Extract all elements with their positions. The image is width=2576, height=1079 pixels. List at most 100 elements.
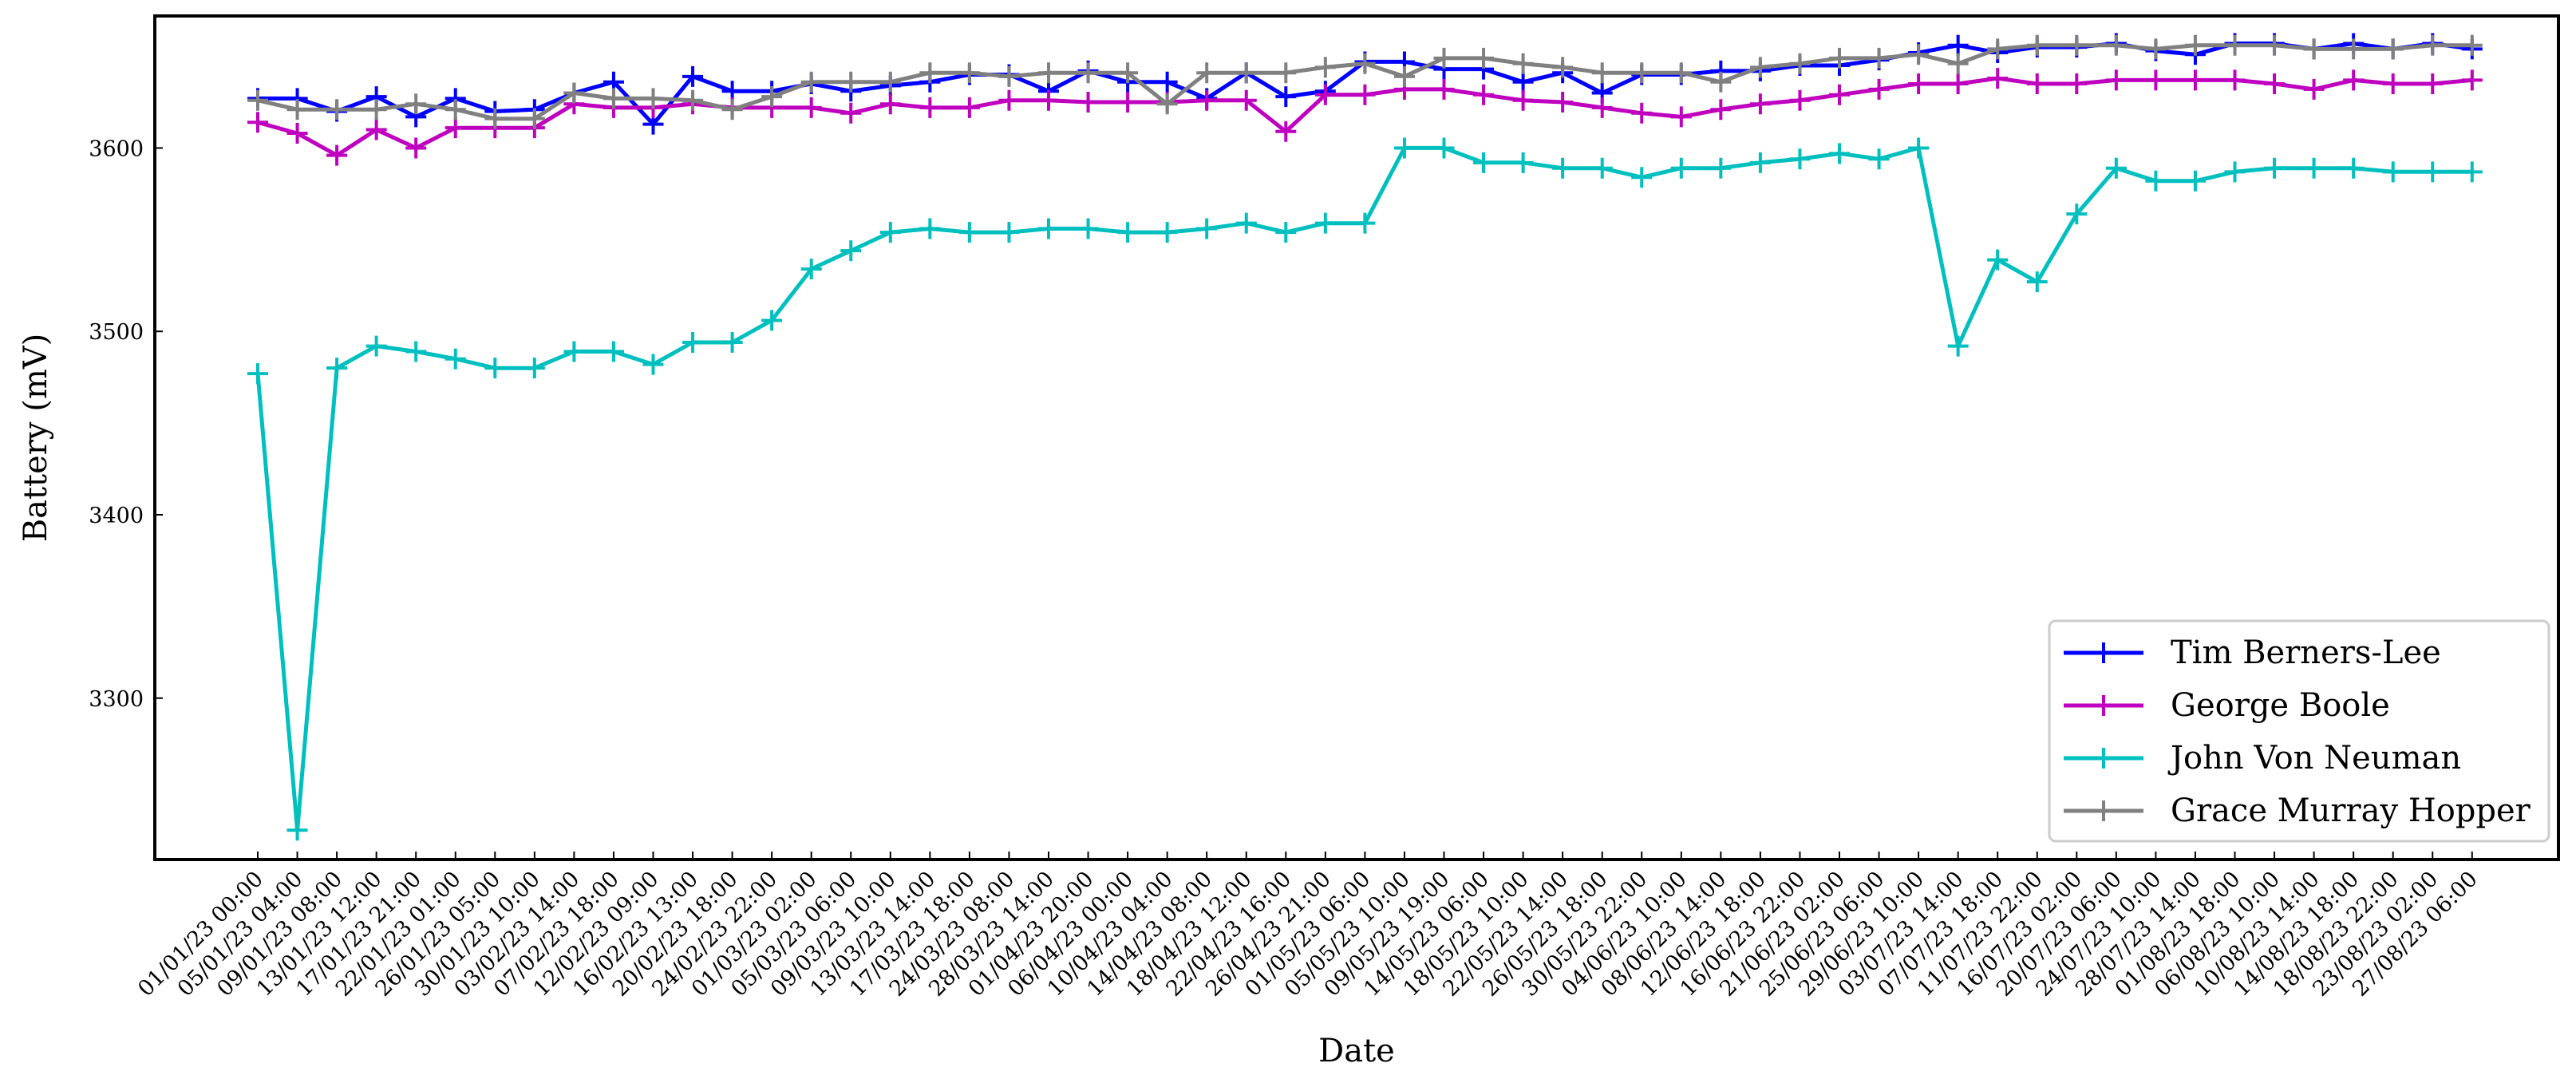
y-tick-label: 3400 [89,504,144,528]
data-point [563,82,585,104]
data-point [1354,212,1376,234]
data-point [286,820,308,841]
series-group [247,33,2483,841]
data-point [326,358,348,379]
data-point [1314,84,1336,105]
data-point [1710,99,1732,121]
data-point [1235,89,1257,111]
data-point [1868,78,1890,100]
data-point [1749,57,1771,78]
data-point [2224,161,2246,183]
data-point [1908,73,1930,95]
data-point [1038,62,1059,84]
data-point [840,102,862,124]
data-point [919,62,941,84]
data-point [1433,47,1455,69]
legend-marker [2093,800,2114,821]
data-point [1077,218,1099,239]
data-point [1710,157,1732,179]
y-axis-label: Battery (mV) [18,334,54,543]
y-tick-label: 3300 [89,687,144,712]
data-point [1077,91,1099,113]
data-point [2461,161,2483,183]
data-point [1631,102,1653,124]
data-point [405,93,427,115]
data-point [1117,62,1139,84]
data-point [1156,93,1178,115]
data-point [2264,73,2286,95]
data-point [2264,157,2286,179]
data-point [563,341,585,362]
data-point [761,310,783,331]
legend-marker [2093,748,2114,769]
plot-frame [153,14,2560,861]
data-point [958,97,980,118]
legend-label: John Von Neuman [2167,740,2461,777]
series-grace-murray-hopper [247,34,2483,129]
series-john-von-neuman [247,137,2483,841]
data-point [1670,157,1692,179]
data-point [444,348,466,370]
data-point [1552,91,1574,113]
data-point [2026,73,2048,95]
data-point [2145,69,2167,91]
y-axis: 3300 3400 3500 3600 [89,136,163,712]
data-point [326,99,348,121]
data-point [365,119,387,140]
data-point [1117,91,1139,113]
data-point [998,65,1020,87]
series-george-boole [247,68,2483,166]
data-point [642,354,664,375]
data-point [1512,71,1534,93]
data-point [247,89,268,111]
data-point [721,332,743,354]
data-point [1196,218,1218,239]
data-point [2382,161,2404,183]
data-point [2303,38,2325,60]
data-point [800,97,822,118]
data-point [405,137,427,159]
data-point [1235,62,1257,84]
data-point [247,363,268,385]
data-point [2184,69,2206,91]
legend-marker [2093,695,2114,716]
data-point [1670,62,1692,84]
data-point [2105,69,2127,91]
data-point [1670,106,1692,128]
data-point [1275,121,1297,142]
data-point [1235,212,1257,234]
data-point [326,144,348,166]
data-point [840,240,862,262]
data-point [523,108,545,129]
data-point [958,62,980,84]
data-point [1947,34,1969,56]
data-point [2382,38,2404,60]
data-point [365,99,387,121]
data-point [523,358,545,379]
data-point [2105,157,2127,179]
data-point [2066,34,2088,56]
data-point [1354,84,1376,105]
data-point [1552,57,1574,78]
data-point [879,71,901,93]
data-point [1473,47,1495,69]
data-point [1749,93,1771,115]
data-point [1868,47,1890,69]
data-point [1829,47,1850,69]
data-point [1512,53,1534,74]
data-point [2343,157,2365,179]
data-point [642,88,664,109]
data-point [840,71,862,93]
data-point [484,108,506,129]
data-point [1631,167,1653,188]
data-point [1038,89,1059,111]
data-point [1156,71,1178,93]
data-point [2382,73,2404,95]
data-point [2343,69,2365,91]
data-point [919,97,941,118]
data-point [1947,53,1969,74]
data-point [1156,222,1178,243]
data-point [1117,222,1139,243]
data-point [1908,137,1930,159]
data-point [1829,84,1850,105]
